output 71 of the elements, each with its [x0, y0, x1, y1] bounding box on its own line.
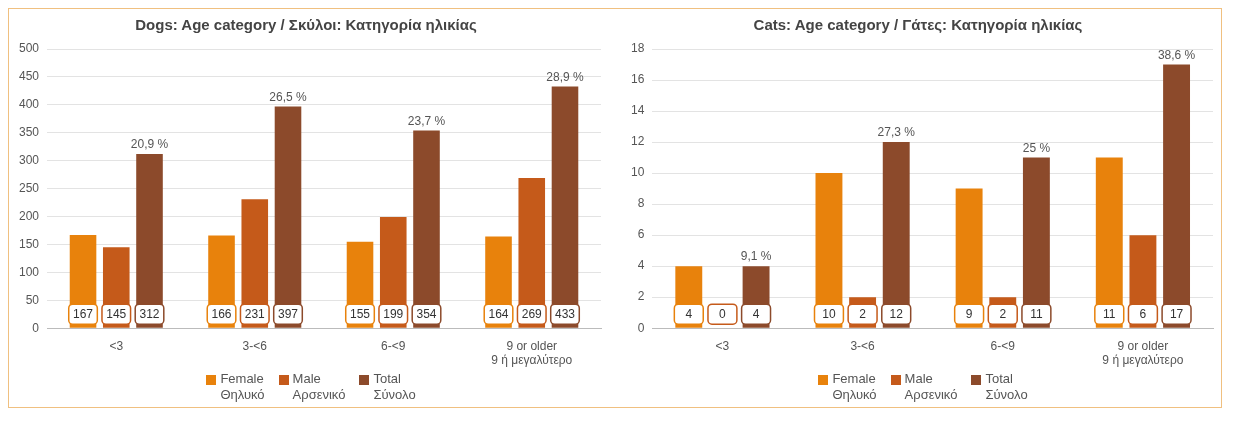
x-tick-label: 6-<9 — [990, 338, 1016, 353]
data-label: 11 — [1030, 306, 1043, 321]
y-tick-label: 150 — [18, 236, 40, 251]
legend-label: Female Θηλυκό — [832, 371, 877, 403]
y-tick-label: 50 — [25, 292, 40, 307]
data-label: 199 — [383, 306, 404, 321]
y-tick-label: 0 — [637, 320, 645, 335]
annotation: 20,9 % — [130, 137, 169, 152]
legend-label: Male Αρσενικό — [292, 371, 346, 403]
data-label: 17 — [1169, 306, 1184, 321]
annotation: 27,3 % — [877, 125, 916, 140]
data-label: 10 — [822, 306, 836, 321]
annotation: 26,5 % — [269, 89, 308, 104]
y-tick-label: 250 — [18, 180, 40, 195]
y-tick-label: 500 — [18, 41, 40, 56]
data-label: 397 — [277, 306, 299, 321]
data-label: 12 — [889, 306, 904, 321]
y-tick-label: 350 — [18, 125, 40, 140]
data-label: 0 — [719, 306, 727, 321]
y-tick-label: 200 — [18, 208, 40, 223]
x-tick-label: 9 or older 9 ή μεγαλύτερο — [1102, 338, 1184, 368]
data-label: 155 — [350, 306, 371, 321]
legend-label: Female Θηλυκό — [220, 371, 265, 403]
y-tick-label: 14 — [630, 103, 645, 118]
data-label: 269 — [521, 306, 543, 321]
y-tick-label: 8 — [637, 196, 645, 211]
data-label: 145 — [106, 306, 127, 321]
data-label: 4 — [685, 306, 693, 321]
y-tick-label: 6 — [637, 227, 645, 242]
chart-title: Dogs: Age category / Σκύλοι: Κατηγορία ηλικίας — [135, 16, 477, 34]
y-tick-label: 4 — [637, 258, 645, 273]
y-tick-label: 12 — [630, 134, 645, 149]
data-label: 2 — [999, 306, 1007, 321]
data-label: 167 — [73, 306, 94, 321]
data-label: 6 — [1139, 306, 1147, 321]
x-tick-label: 3-<6 — [850, 338, 876, 353]
chart-title: Cats: Age category / Γάτες: Κατηγορία ηλικίας — [753, 16, 1083, 34]
legend-label: Total Σύνολο — [373, 371, 416, 403]
y-tick-label: 100 — [18, 264, 40, 279]
y-tick-label: 10 — [630, 165, 645, 180]
bar — [413, 130, 440, 328]
annotation: 9,1 % — [740, 249, 772, 264]
y-tick-label: 400 — [18, 97, 40, 112]
y-tick-label: 0 — [32, 320, 40, 335]
x-tick-label: 6-<9 — [381, 338, 406, 353]
x-tick-label: 9 or older 9 ή μεγαλύτερο — [491, 338, 573, 368]
y-tick-label: 16 — [630, 72, 645, 87]
data-label: 433 — [554, 306, 576, 321]
x-tick-label: <3 — [109, 338, 124, 353]
data-label: 9 — [965, 306, 973, 321]
data-label: 166 — [211, 306, 232, 321]
annotation: 38,6 % — [1157, 47, 1196, 62]
annotation: 25 % — [1022, 140, 1051, 155]
legend-label: Male Αρσενικό — [904, 371, 958, 403]
data-label: 4 — [752, 306, 760, 321]
data-label: 312 — [139, 306, 160, 321]
data-label: 354 — [416, 306, 437, 321]
data-label: 231 — [244, 306, 266, 321]
annotation: 23,7 % — [407, 113, 446, 128]
data-label: 2 — [859, 306, 867, 321]
y-tick-label: 450 — [18, 69, 40, 84]
y-tick-label: 18 — [630, 41, 645, 56]
x-tick-label: <3 — [715, 338, 730, 353]
y-tick-label: 2 — [637, 289, 645, 304]
x-tick-label: 3-<6 — [242, 338, 268, 353]
bar — [1163, 64, 1191, 328]
annotation: 28,9 % — [546, 69, 584, 84]
data-label: 164 — [488, 306, 509, 321]
data-label: 11 — [1103, 306, 1116, 321]
y-tick-label: 300 — [18, 152, 40, 167]
legend-label: Total Σύνολο — [985, 371, 1028, 403]
